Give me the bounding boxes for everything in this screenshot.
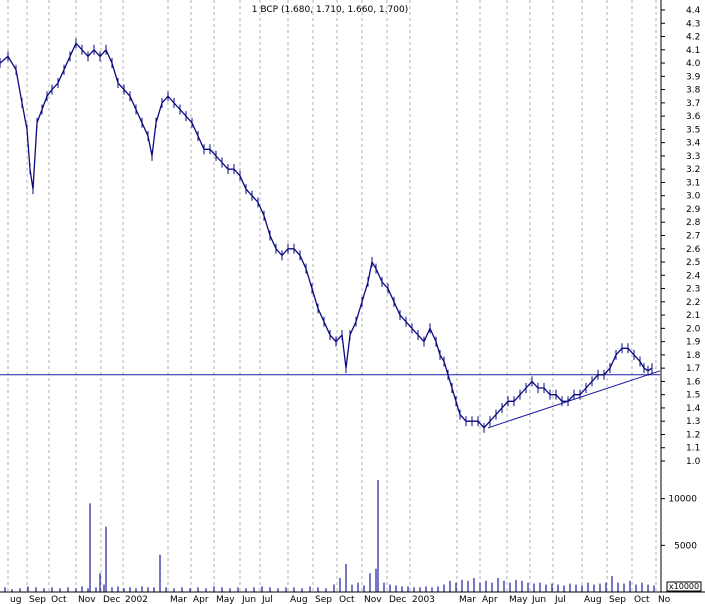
- month-label: Jun: [531, 595, 546, 604]
- vertical-gridlines: [7, 0, 657, 592]
- price-tick-label: 1.5: [686, 391, 700, 401]
- price-tick-label: 3.4: [686, 139, 701, 149]
- price-tick-label: 2.5: [686, 258, 700, 268]
- month-label: May: [509, 595, 528, 604]
- price-tick-label: 3.1: [686, 178, 700, 188]
- month-label: Dec: [389, 595, 406, 604]
- price-tick-label: 4.2: [686, 33, 700, 43]
- month-label: Mar: [170, 595, 187, 604]
- price-tick-label: 1.3: [686, 417, 700, 427]
- volume-multiplier-box: [666, 581, 702, 592]
- price-tick-label: 1.9: [686, 338, 701, 348]
- volume-tick-label: 10000: [668, 495, 697, 505]
- volume-bars: [4, 480, 655, 592]
- month-label: Oct: [51, 595, 67, 604]
- price-tick-label: 2.3: [686, 285, 700, 295]
- month-label: Jun: [241, 595, 256, 604]
- month-label: Jul: [261, 595, 273, 604]
- price-tick-label: 1.6: [686, 377, 701, 387]
- month-label: 2002: [125, 595, 148, 604]
- price-tick-label: 1.0: [686, 457, 701, 467]
- month-label: Nov: [78, 595, 96, 604]
- month-axis: ug Sep Oct Nov Dec 2002 Mar Apr May Jun Jul Aug Sep O…: [10, 595, 671, 604]
- chart-title: 1 BCP (1.680, 1.710, 1.660, 1.700): [252, 5, 408, 15]
- month-label: Apr: [482, 595, 498, 604]
- month-label: No: [658, 595, 671, 604]
- price-tick-label: 3.2: [686, 165, 700, 175]
- month-label: Jul: [554, 595, 566, 604]
- month-label: Aug: [584, 595, 602, 604]
- price-tick-label: 2.9: [686, 205, 701, 215]
- price-tick-label: 1.2: [686, 430, 700, 440]
- month-label: Nov: [364, 595, 382, 604]
- price-tick-label: 2.7: [686, 232, 700, 242]
- price-tick-label: 3.7: [686, 99, 700, 109]
- price-tick-label: 2.2: [686, 298, 700, 308]
- month-label: Sep: [609, 595, 626, 604]
- price-tick-label: 3.8: [686, 86, 701, 96]
- price-tick-label: 1.7: [686, 364, 700, 374]
- price-tick-label: 4.0: [686, 59, 701, 69]
- price-tick-label: 3.9: [686, 72, 701, 82]
- month-label: Oct: [339, 595, 355, 604]
- month-label: Aug: [290, 595, 308, 604]
- volume-axis: 10000 5000: [661, 495, 697, 551]
- price-tick-label: 3.0: [686, 192, 701, 202]
- month-label: 2003: [412, 595, 435, 604]
- month-label: Sep: [29, 595, 46, 604]
- price-line: [0, 42, 653, 429]
- volume-tick-label: 5000: [674, 541, 697, 551]
- price-tick-label: 2.1: [686, 311, 700, 321]
- price-axis: 4.4 4.3 4.2 4.1 4.0 3.9 3.8 3.7 3.6 3.5 3.4 3.3 3.2 3…: [661, 6, 701, 467]
- price-tick-label: 3.5: [686, 125, 700, 135]
- month-label: Oct: [634, 595, 650, 604]
- price-tick-label: 4.4: [686, 6, 701, 16]
- price-tick-label: 3.6: [686, 112, 701, 122]
- price-tick-label: 3.3: [686, 152, 700, 162]
- month-label: Sep: [315, 595, 332, 604]
- price-tick-label: 1.4: [686, 404, 701, 414]
- month-label: Mar: [459, 595, 476, 604]
- month-label: Apr: [193, 595, 209, 604]
- volume-multiplier-label: x10000: [669, 582, 699, 591]
- price-tick-label: 2.8: [686, 218, 701, 228]
- price-tick-label: 4.1: [686, 46, 700, 56]
- price-tick-label: 4.3: [686, 19, 700, 29]
- month-label: ug: [10, 595, 21, 604]
- month-label: May: [216, 595, 235, 604]
- price-tick-label: 1.8: [686, 351, 701, 361]
- price-tick-label: 2.4: [686, 271, 701, 281]
- price-series: [0, 38, 653, 433]
- month-label: Dec: [103, 595, 120, 604]
- price-tick-label: 1.1: [686, 444, 700, 454]
- price-tick-label: 2.6: [686, 245, 701, 255]
- price-tick-label: 2.0: [686, 324, 701, 334]
